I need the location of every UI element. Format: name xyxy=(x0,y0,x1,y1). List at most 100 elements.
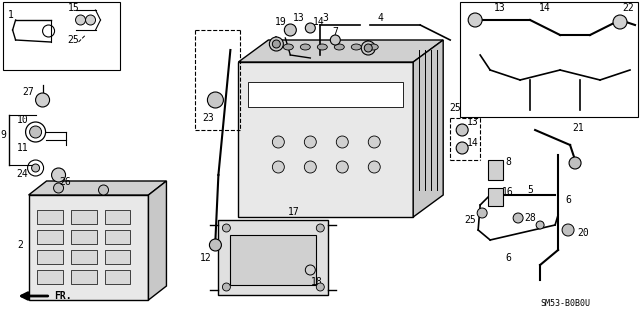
Text: 6: 6 xyxy=(565,195,571,205)
Text: 3: 3 xyxy=(323,13,328,23)
Polygon shape xyxy=(148,181,166,300)
Circle shape xyxy=(31,164,40,172)
Circle shape xyxy=(613,15,627,29)
Ellipse shape xyxy=(284,44,293,50)
Circle shape xyxy=(305,265,316,275)
Text: 6: 6 xyxy=(505,253,511,263)
Bar xyxy=(230,235,316,285)
Bar xyxy=(3,2,120,70)
Circle shape xyxy=(456,142,468,154)
Bar xyxy=(488,160,503,180)
Bar xyxy=(104,210,131,224)
Bar xyxy=(104,230,131,244)
Bar xyxy=(460,2,638,117)
Circle shape xyxy=(284,24,296,36)
Circle shape xyxy=(368,161,380,173)
Bar xyxy=(104,250,131,264)
Text: 25: 25 xyxy=(464,215,476,225)
Circle shape xyxy=(223,224,230,232)
Bar xyxy=(70,230,97,244)
Circle shape xyxy=(52,168,65,182)
Circle shape xyxy=(336,161,348,173)
Text: 25: 25 xyxy=(449,103,461,113)
Circle shape xyxy=(330,35,340,45)
Bar xyxy=(70,210,97,224)
Circle shape xyxy=(273,40,280,48)
Bar xyxy=(488,188,503,206)
Bar xyxy=(36,270,63,284)
Ellipse shape xyxy=(334,44,344,50)
Circle shape xyxy=(364,44,372,52)
Text: 19: 19 xyxy=(275,17,286,27)
Circle shape xyxy=(456,124,468,136)
Ellipse shape xyxy=(368,44,378,50)
Text: 14: 14 xyxy=(467,138,479,148)
Circle shape xyxy=(305,136,316,148)
Bar xyxy=(70,270,97,284)
Text: 5: 5 xyxy=(527,185,533,195)
Text: FR.: FR. xyxy=(54,291,72,301)
Circle shape xyxy=(209,239,221,251)
Text: 24: 24 xyxy=(17,169,28,179)
Bar xyxy=(218,220,328,295)
Circle shape xyxy=(223,283,230,291)
Text: 22: 22 xyxy=(622,3,634,13)
Circle shape xyxy=(76,15,86,25)
Text: 10: 10 xyxy=(17,115,28,125)
Circle shape xyxy=(562,224,574,236)
Text: 1: 1 xyxy=(8,10,13,20)
Bar xyxy=(238,62,413,217)
Circle shape xyxy=(336,136,348,148)
Circle shape xyxy=(316,283,324,291)
Circle shape xyxy=(316,224,324,232)
Polygon shape xyxy=(29,181,166,195)
Text: 11: 11 xyxy=(17,143,28,153)
Text: 17: 17 xyxy=(287,207,300,217)
Text: SM53-B0B0U: SM53-B0B0U xyxy=(540,300,590,308)
Circle shape xyxy=(305,161,316,173)
Text: 13: 13 xyxy=(494,3,506,13)
Circle shape xyxy=(54,183,63,193)
Circle shape xyxy=(368,136,380,148)
Text: 9: 9 xyxy=(1,130,6,140)
Text: 14: 14 xyxy=(312,17,324,27)
Circle shape xyxy=(207,92,223,108)
Circle shape xyxy=(513,213,523,223)
Circle shape xyxy=(29,126,42,138)
Bar xyxy=(248,82,403,107)
Bar xyxy=(104,270,131,284)
Bar xyxy=(36,250,63,264)
Text: 2: 2 xyxy=(18,240,24,250)
Circle shape xyxy=(273,161,284,173)
Circle shape xyxy=(468,13,482,27)
Text: 26: 26 xyxy=(60,177,72,187)
Bar xyxy=(36,230,63,244)
Bar xyxy=(29,195,148,300)
Text: 12: 12 xyxy=(200,253,211,263)
Text: 13: 13 xyxy=(467,117,479,127)
Circle shape xyxy=(36,93,49,107)
Polygon shape xyxy=(238,40,443,62)
Text: 21: 21 xyxy=(572,123,584,133)
Text: 20: 20 xyxy=(577,228,589,238)
Text: 8: 8 xyxy=(505,157,511,167)
Circle shape xyxy=(305,23,316,33)
Text: 4: 4 xyxy=(378,13,383,23)
Text: 7: 7 xyxy=(332,27,338,37)
Ellipse shape xyxy=(317,44,327,50)
Circle shape xyxy=(569,157,581,169)
Circle shape xyxy=(99,185,109,195)
Text: 16: 16 xyxy=(502,187,514,197)
Text: 23: 23 xyxy=(202,113,214,123)
Bar xyxy=(36,210,63,224)
Text: 13: 13 xyxy=(292,13,304,23)
Bar xyxy=(70,250,97,264)
Text: 27: 27 xyxy=(22,87,35,97)
Text: 15: 15 xyxy=(68,3,79,13)
Polygon shape xyxy=(413,40,443,217)
Circle shape xyxy=(269,37,284,51)
Circle shape xyxy=(273,136,284,148)
Text: 14: 14 xyxy=(540,3,551,13)
Circle shape xyxy=(361,41,375,55)
Circle shape xyxy=(86,15,95,25)
